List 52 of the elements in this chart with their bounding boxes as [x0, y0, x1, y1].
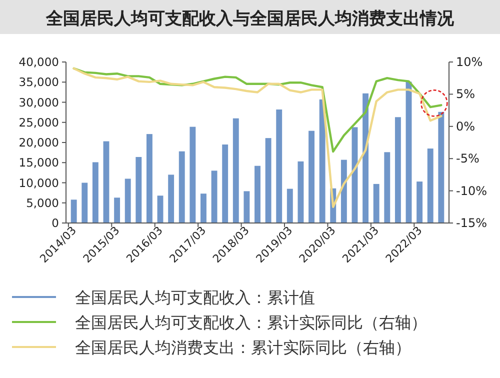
bar	[427, 148, 434, 223]
bar	[190, 126, 196, 223]
chart-title: 全国居民人均可支配收入与全国居民人均消费支出情况	[45, 9, 455, 29]
bar	[222, 144, 228, 223]
bar	[438, 112, 444, 223]
bar	[254, 166, 260, 223]
bar	[406, 82, 412, 223]
bar	[394, 117, 401, 223]
y2-tick-label: -5%	[456, 152, 480, 166]
legend-label: 全国居民人均消费支出：累计实际同比（右轴）	[75, 338, 411, 357]
y-tick-label: 0	[52, 216, 59, 230]
bar	[200, 194, 206, 223]
y-tick-label: 35,000	[18, 75, 59, 90]
y-tick-label: 10,000	[18, 176, 59, 190]
bar	[70, 200, 77, 223]
bar	[232, 118, 239, 223]
bar	[416, 182, 423, 223]
y2-tick-label: 0%	[456, 119, 476, 134]
bar	[340, 160, 347, 223]
y2-tick-label: 10%	[456, 55, 483, 69]
y-tick-label: 20,000	[18, 136, 59, 150]
bar	[286, 188, 293, 223]
bar	[114, 198, 120, 223]
bar	[82, 182, 88, 223]
bar	[265, 138, 272, 223]
bar	[244, 191, 250, 223]
bar	[124, 178, 131, 223]
y2-tick-label: -10%	[456, 184, 488, 198]
y-tick-label: 15,000	[18, 156, 59, 170]
legend-label: 全国居民人均可支配收入：累计实际同比（右轴）	[75, 313, 427, 332]
legend-label: 全国居民人均可支配收入：累计值	[75, 288, 315, 307]
bar	[136, 156, 142, 223]
y2-tick-label: -15%	[456, 216, 488, 230]
bar	[157, 196, 164, 223]
y-tick-label: 30,000	[18, 95, 59, 110]
y-tick-label: 25,000	[18, 115, 59, 130]
bar	[146, 134, 152, 223]
bar	[319, 99, 326, 223]
bar	[384, 152, 390, 223]
bar	[92, 162, 98, 223]
bar	[362, 93, 369, 223]
y-tick-label: 5,000	[26, 196, 59, 210]
y-tick-label: 40,000	[18, 55, 59, 69]
bar	[308, 130, 314, 223]
bar	[298, 161, 304, 223]
bar	[373, 184, 380, 223]
bar	[211, 170, 218, 223]
bar	[103, 141, 110, 223]
y2-tick-label: 5%	[456, 87, 476, 102]
bar	[276, 109, 282, 223]
bar	[168, 174, 174, 223]
bar	[178, 151, 185, 223]
